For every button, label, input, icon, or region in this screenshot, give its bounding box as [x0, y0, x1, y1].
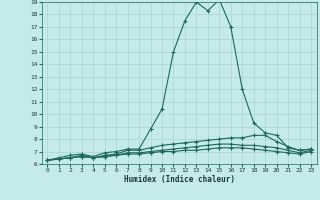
X-axis label: Humidex (Indice chaleur): Humidex (Indice chaleur)	[124, 175, 235, 184]
